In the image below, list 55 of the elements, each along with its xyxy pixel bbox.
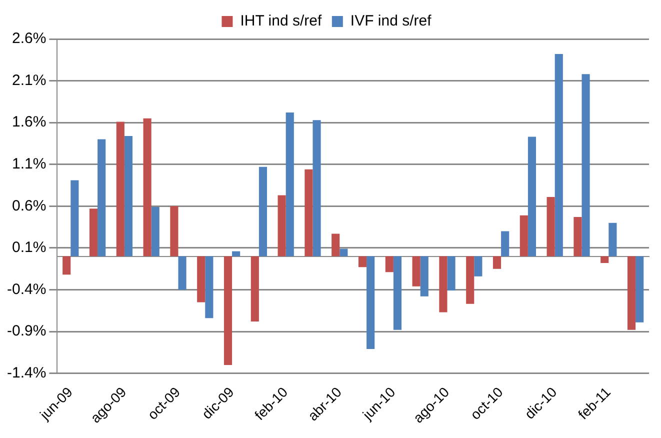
- y-tick-label: 2.6%: [12, 30, 46, 48]
- bar: [600, 256, 609, 263]
- bar: [574, 217, 582, 256]
- bar: [116, 122, 124, 256]
- bar: [412, 256, 420, 286]
- bar: [332, 234, 340, 256]
- bar: [224, 256, 232, 365]
- y-tick-label: 2.1%: [12, 72, 46, 89]
- y-tick-label: 1.1%: [12, 156, 46, 172]
- y-tick-label: 1.6%: [12, 114, 46, 131]
- bar: [70, 180, 79, 256]
- bar: [474, 256, 482, 276]
- y-tick-label: -0.4%: [6, 280, 46, 298]
- bar: [582, 74, 590, 256]
- y-tick-label: -0.9%: [6, 322, 46, 340]
- bar: [385, 256, 394, 272]
- bar: [466, 256, 474, 304]
- bar: [178, 256, 186, 290]
- bar: [258, 166, 268, 256]
- bar: [170, 206, 178, 256]
- bar: [250, 256, 259, 322]
- bar: [304, 169, 313, 256]
- bar: [278, 195, 286, 256]
- bar: [608, 222, 617, 256]
- bar: [636, 256, 644, 322]
- bar: [528, 136, 536, 256]
- legend-label: IHT ind s/ref: [240, 12, 322, 30]
- bar: [420, 256, 428, 296]
- bar: [205, 256, 214, 318]
- bar: [546, 196, 555, 256]
- bar: [439, 256, 448, 312]
- bar: [358, 256, 367, 268]
- bar: [124, 136, 133, 256]
- bar: [89, 208, 98, 256]
- bar: [366, 256, 375, 350]
- bar: [340, 248, 348, 256]
- legend-label: IVF ind s/ref: [350, 12, 432, 30]
- bar: [197, 256, 206, 302]
- bar: [286, 112, 294, 256]
- bar: [520, 215, 528, 256]
- bar: [447, 256, 456, 291]
- bar: [393, 256, 402, 330]
- bar: [312, 120, 321, 256]
- y-tick-label: 0.1%: [12, 239, 46, 256]
- bar: [151, 206, 160, 256]
- bar: [501, 231, 510, 256]
- bar: [143, 118, 152, 256]
- bar: [627, 256, 636, 330]
- bar: [98, 139, 106, 256]
- bar: [62, 256, 71, 275]
- y-tick-label: 0.6%: [12, 197, 46, 214]
- bar: [232, 251, 240, 256]
- y-tick-label: -1.4%: [6, 364, 46, 382]
- bar: [554, 54, 563, 256]
- bar: [492, 256, 502, 269]
